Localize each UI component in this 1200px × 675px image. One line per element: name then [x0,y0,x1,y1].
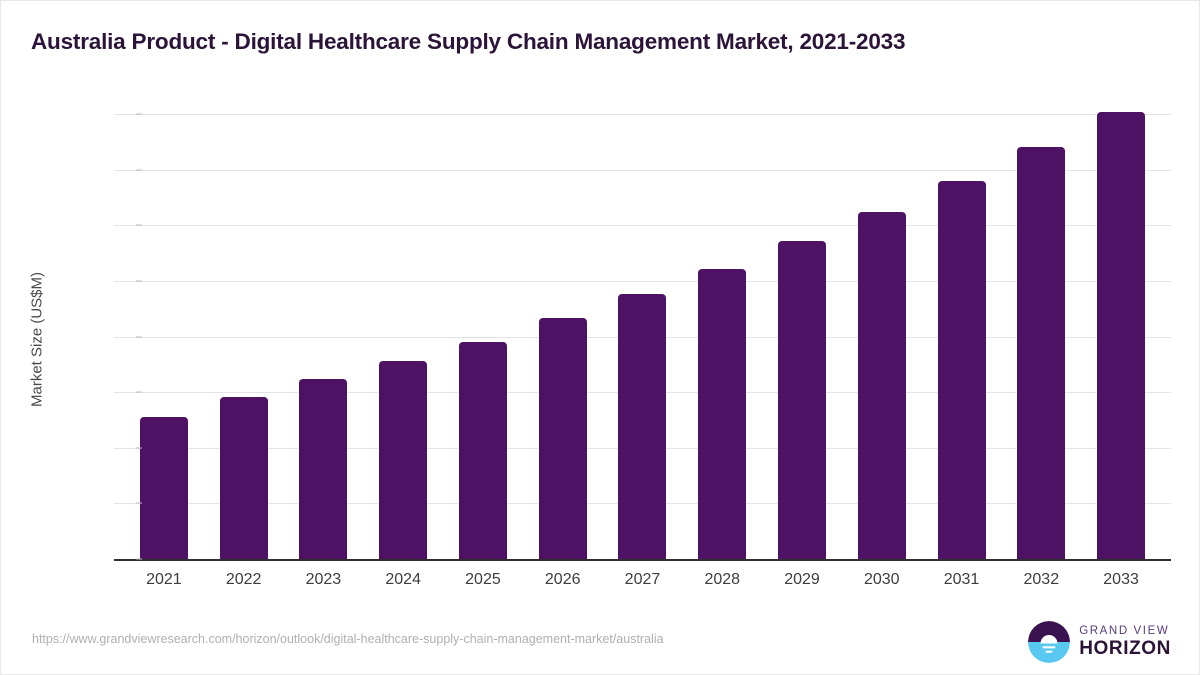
x-axis-tick-label: 2030 [863,571,900,588]
gridline [114,169,1171,171]
x-axis-tick-label: 2032 [1023,571,1060,588]
plot-area [114,111,1171,561]
bar[interactable] [778,240,826,559]
bar-slot [762,114,842,559]
bar[interactable] [458,342,507,559]
bars-layer [114,111,1171,559]
y-axis-tick-mark [136,224,142,226]
grand-view-horizon-sun-circle-icon [1028,621,1071,663]
bar-slot [443,114,523,559]
y-axis-title: Market Size (US$M) [28,271,46,408]
bar[interactable] [618,294,667,559]
x-axis-labels: 2021 2022 2023 2024 2025 2026 2027 2028 2029 2030… [114,571,1171,589]
bar-slot [523,114,603,559]
source-url-text: https://www.grandviewresearch.com/horizo… [32,632,664,646]
bar[interactable] [219,396,268,559]
bar[interactable] [538,317,587,559]
x-axis-tick-label: 2033 [1103,571,1139,588]
brand-name-bottom: HORIZON [1079,638,1171,660]
x-axis-tick-label: 2027 [624,571,661,588]
x-axis-tick-label: 2023 [305,571,342,588]
bar[interactable] [1017,147,1066,559]
x-axis-tick-label: 2026 [544,571,581,588]
page-title: Australia Product - Digital Healthcare S… [31,29,906,54]
axis-baseline [114,559,1171,561]
y-axis-tick-mark [136,113,142,115]
bar[interactable] [1097,111,1146,559]
bar[interactable] [379,360,428,559]
brand-logo: GRAND VIEW HORIZON [1028,621,1171,663]
y-axis-tick-mark [136,336,142,337]
bar-slot [1081,111,1161,559]
bar-slot [922,114,1002,559]
brand-logo-text: GRAND VIEW HORIZON [1079,624,1171,660]
x-axis-tick-label: 2031 [943,571,980,588]
gridline [114,225,1171,227]
bar-slot [284,114,364,559]
y-axis-tick-mark [136,558,142,560]
x-axis-tick-label: 2025 [465,571,501,588]
bar-slot [204,114,284,559]
x-axis-tick-label: 2021 [146,571,182,588]
y-axis-tick-mark [136,391,142,393]
y-axis-tick-mark [136,169,142,171]
x-axis-tick-label: 2024 [385,571,421,588]
x-axis-tick-label: 2029 [784,571,820,588]
bar-slot [842,114,922,559]
y-axis-tick-mark [136,280,142,282]
gridline [114,114,1171,115]
bar-slot [363,114,443,559]
brand-name-top: GRAND VIEW [1079,624,1170,637]
bar-slot [124,114,204,559]
x-axis-tick-label: 2028 [704,571,741,588]
bar[interactable] [139,416,188,559]
bar-slot [603,114,683,559]
bar-slot [1001,114,1081,559]
bar[interactable] [299,378,348,559]
y-axis-tick-mark [136,447,142,449]
bar[interactable] [857,211,906,559]
bar[interactable] [698,268,747,559]
x-axis-tick-label: 2022 [225,571,262,588]
bar[interactable] [937,180,986,559]
bar-slot [682,114,762,559]
y-axis-tick-mark [136,502,142,504]
gridline [114,280,1171,282]
